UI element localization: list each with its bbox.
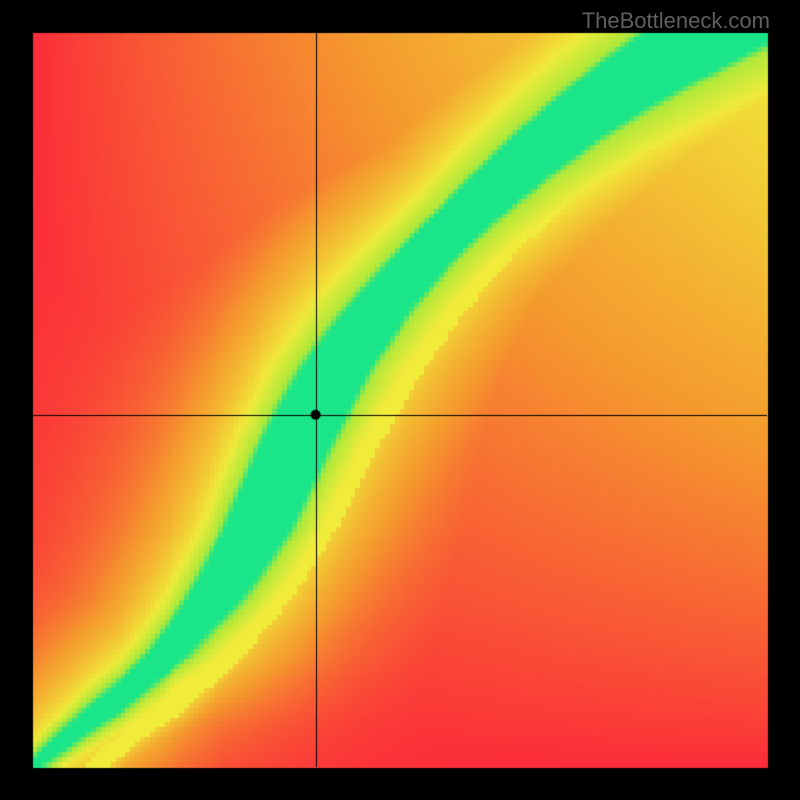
chart-container: TheBottleneck.com: [0, 0, 800, 800]
heatmap-canvas: [0, 0, 800, 800]
watermark-text: TheBottleneck.com: [582, 8, 770, 34]
